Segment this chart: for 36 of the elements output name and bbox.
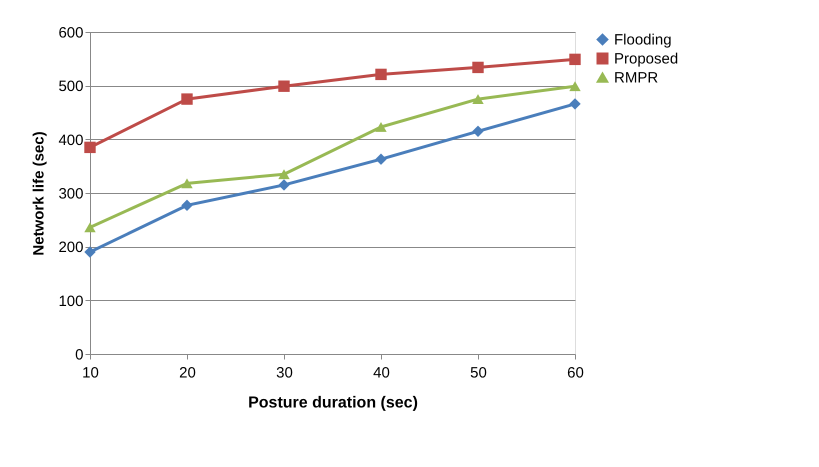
point (569, 98, 581, 110)
point (472, 94, 484, 104)
y-tick-label: 200 (58, 239, 84, 256)
legend-label: Proposed (614, 50, 678, 68)
x-tick-label: 20 (179, 364, 196, 382)
x-tick-label: 10 (82, 364, 99, 382)
y-tick-label: 100 (58, 292, 84, 310)
point (181, 178, 193, 188)
x-tick-label: 60 (567, 364, 584, 382)
x-axis-title: Posture duration (sec) (248, 394, 418, 412)
point (278, 169, 290, 180)
point (375, 68, 387, 80)
y-tick-label: 300 (58, 186, 84, 202)
y-tick-label: 400 (58, 132, 84, 149)
point (375, 122, 387, 132)
point (181, 200, 193, 212)
y-tick-label: 0 (75, 346, 84, 364)
point (84, 142, 96, 154)
point (569, 81, 581, 92)
x-tick-label: 50 (470, 364, 487, 382)
point (472, 62, 484, 74)
x-tick-label: 30 (276, 364, 293, 382)
point (181, 93, 193, 105)
point (278, 80, 290, 92)
point (278, 179, 290, 191)
y-axis-title: Network life (sec) (30, 131, 48, 256)
y-tick-label: 600 (58, 24, 84, 42)
point (84, 222, 96, 232)
point (472, 126, 484, 137)
point (569, 54, 581, 66)
legend-label: RMPR (614, 70, 658, 86)
x-tick-label: 40 (373, 364, 390, 382)
y-tick-label: 500 (58, 78, 84, 96)
legend-label: Flooding (614, 32, 672, 48)
point (375, 153, 387, 165)
point (84, 246, 96, 258)
